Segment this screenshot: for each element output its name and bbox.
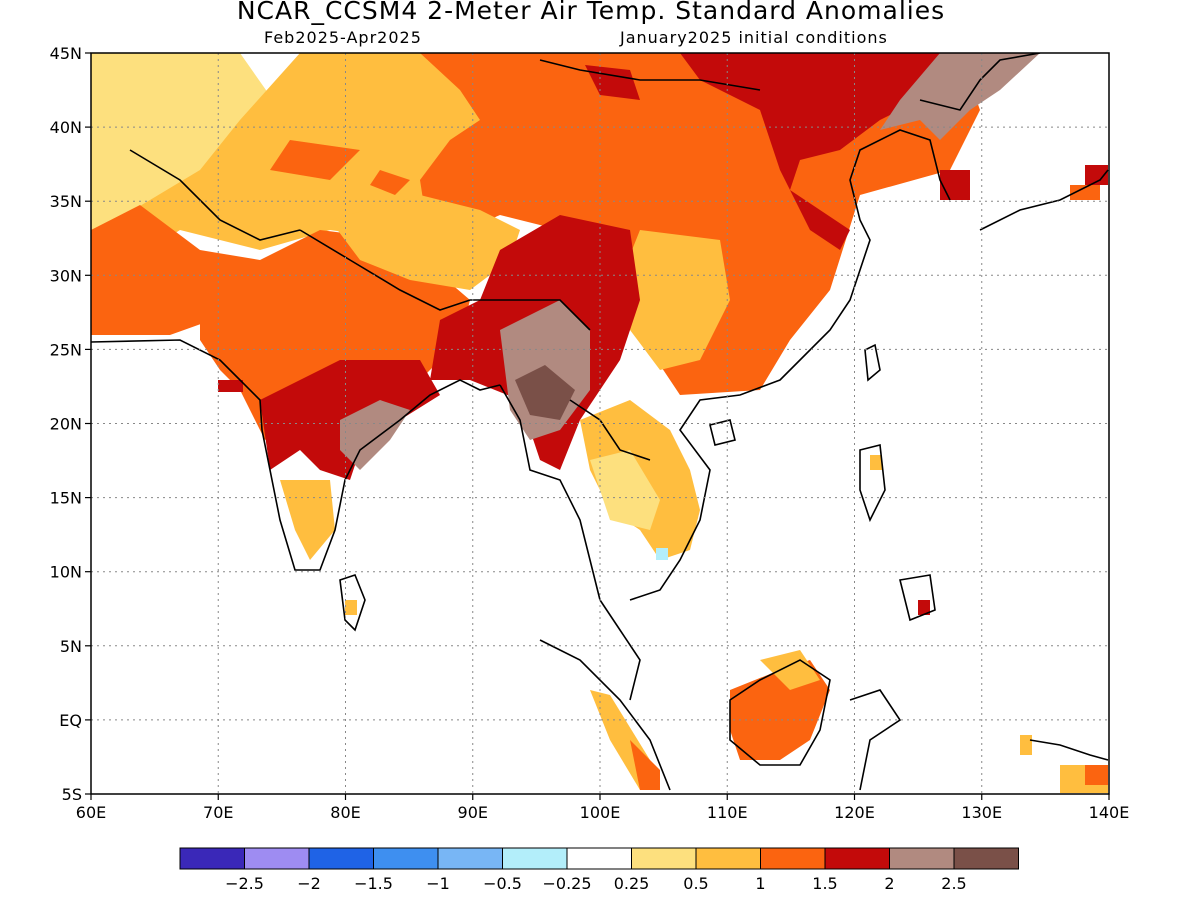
anomaly-field <box>91 53 1108 793</box>
colorbar-swatch <box>308 847 374 870</box>
lon-tick-label: 70E <box>203 803 233 822</box>
anomaly-region <box>1085 765 1108 785</box>
coastline-borneo <box>729 659 831 766</box>
coastline-luzon <box>859 444 886 523</box>
coastline-south-asia <box>91 339 501 571</box>
anomaly-region <box>620 230 730 370</box>
latitude-axis: 45N 40N 35N 30N 25N 20N 15N 10N 5N EQ 5S <box>50 44 91 804</box>
border <box>539 59 761 91</box>
colorbar-swatch <box>566 847 632 870</box>
colorbar-swatch <box>824 847 890 870</box>
colorbar-label: −2 <box>297 874 321 893</box>
lat-tick-label: 40N <box>50 118 82 137</box>
colorbar-label: 2.5 <box>941 874 966 893</box>
anomaly-region <box>940 170 970 200</box>
coastline-mindanao <box>899 574 936 622</box>
lon-tick-label: 120E <box>834 803 875 822</box>
map-title: NCAR_CCSM4 2-Meter Air Temp. Standard An… <box>236 0 946 25</box>
colorbar-swatch <box>631 847 697 870</box>
lat-tick-label: 15N <box>50 489 82 508</box>
lat-tick-label: 5S <box>62 785 82 804</box>
gridlines <box>91 53 1109 794</box>
colorbar-label: 1 <box>755 874 765 893</box>
longitude-axis: 60E 70E 80E 90E 100E 110E 120E 130E 140E <box>76 794 1130 822</box>
lon-tick-label: 80E <box>330 803 360 822</box>
lon-tick-label: 60E <box>76 803 106 822</box>
border <box>569 399 651 461</box>
lon-tick-label: 130E <box>961 803 1002 822</box>
anomaly-region <box>515 365 575 420</box>
coastlines <box>91 53 1109 791</box>
anomaly-region <box>200 230 470 440</box>
colorbar-swatch <box>502 847 568 870</box>
coastline-japan <box>979 169 1109 231</box>
anomaly-region <box>590 450 660 530</box>
anomaly-region <box>630 740 660 790</box>
colorbar: −2.5 −2 −1.5 −1 −0.5 −0.25 0.25 0.5 1 1.5 2 2.5 <box>179 847 1019 893</box>
anomaly-region <box>1070 185 1100 200</box>
anomaly-region <box>340 400 410 470</box>
lat-tick-label: 35N <box>50 192 82 211</box>
anomaly-region <box>280 480 335 560</box>
anomaly-region <box>345 600 357 615</box>
colorbar-swatch <box>953 847 1019 870</box>
lon-tick-label: 90E <box>458 803 488 822</box>
anomaly-region <box>656 548 668 560</box>
colorbar-swatch <box>760 847 826 870</box>
colorbar-label: 1.5 <box>812 874 837 893</box>
colorbar-label: −2.5 <box>225 874 264 893</box>
lat-tick-label: 30N <box>50 266 82 285</box>
colorbar-swatch <box>695 847 761 870</box>
border <box>129 149 301 241</box>
coastline-sumatra <box>539 639 671 791</box>
initial-conditions: January2025 initial conditions <box>620 28 888 47</box>
colorbar-swatch <box>437 847 503 870</box>
lon-tick-label: 100E <box>580 803 621 822</box>
lat-tick-label: 45N <box>50 44 82 63</box>
anomaly-region <box>218 380 243 392</box>
lon-tick-label: 110E <box>707 803 748 822</box>
colorbar-swatch <box>373 847 439 870</box>
anomaly-region <box>918 600 930 615</box>
forecast-period: Feb2025-Apr2025 <box>264 28 422 47</box>
anomaly-region <box>1020 735 1032 755</box>
coastline-indochina <box>499 384 641 701</box>
colorbar-label: 0.5 <box>683 874 708 893</box>
border <box>299 229 591 331</box>
anomaly-region <box>91 53 280 235</box>
colorbar-label: −1.5 <box>354 874 393 893</box>
coastline-sulawesi <box>849 689 902 791</box>
anomaly-region <box>880 53 1040 140</box>
anomaly-region <box>1085 165 1108 185</box>
colorbar-label: −0.5 <box>483 874 522 893</box>
lon-tick-label: 140E <box>1089 803 1130 822</box>
anomaly-region <box>680 53 960 250</box>
colorbar-swatch <box>889 847 955 870</box>
anomaly-region <box>370 170 410 195</box>
lat-tick-label: 20N <box>50 415 82 434</box>
colorbar-label: 0.25 <box>614 874 650 893</box>
anomaly-region <box>760 650 820 690</box>
colorbar-label: −1 <box>426 874 450 893</box>
lat-tick-label: 25N <box>50 340 82 359</box>
coastline-sri-lanka <box>339 574 366 632</box>
coastline-taiwan <box>864 343 881 382</box>
coastline-korea <box>919 53 1041 111</box>
colorbar-swatch <box>244 847 310 870</box>
coastline-new-guinea <box>1029 739 1109 761</box>
lat-tick-label: 5N <box>60 637 82 656</box>
lat-tick-label: 10N <box>50 563 82 582</box>
colorbar-swatch <box>179 847 245 870</box>
anomaly-region <box>270 140 360 180</box>
anomaly-region <box>870 455 882 470</box>
colorbar-label: −0.25 <box>542 874 591 893</box>
coastline-east-asia <box>629 129 951 601</box>
colorbar-label: 2 <box>884 874 894 893</box>
coastline-hainan <box>709 419 736 446</box>
anomaly-region <box>330 195 520 290</box>
lat-tick-label: EQ <box>59 711 82 730</box>
